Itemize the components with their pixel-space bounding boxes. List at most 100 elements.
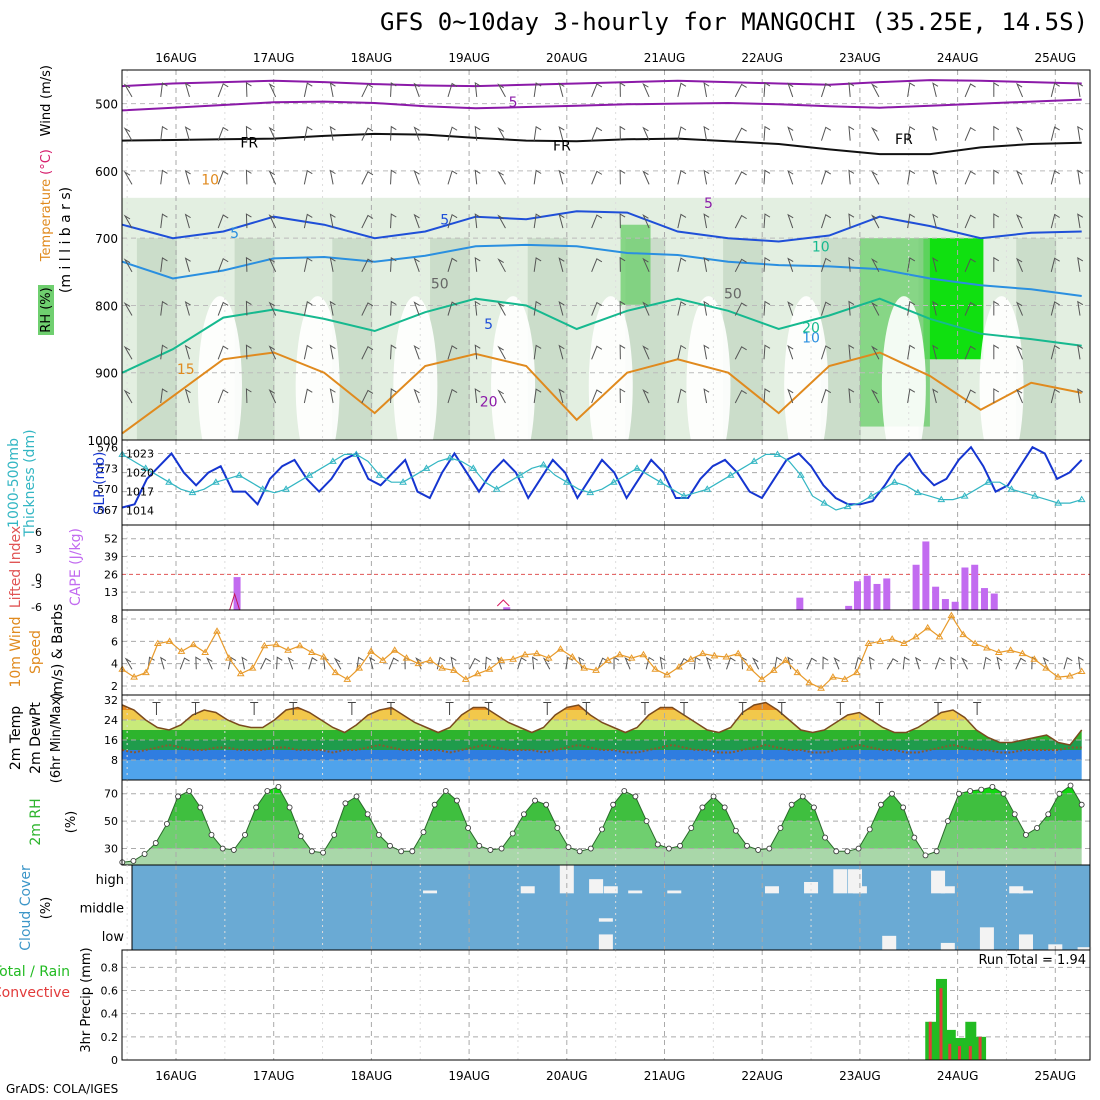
wind-speed-marker xyxy=(260,641,269,649)
wind-barb xyxy=(159,656,167,670)
page-title: GFS 0~10day 3-hourly for MANGOCHI (35.25… xyxy=(380,8,1089,36)
wind-barb xyxy=(645,656,655,670)
wind-barb xyxy=(413,344,420,360)
wind-barb xyxy=(848,344,855,360)
cloud-fraction-bar xyxy=(940,886,955,894)
wind-barb xyxy=(124,657,133,670)
wind-barb xyxy=(848,256,855,272)
wind-barb xyxy=(333,657,342,670)
wind-barb xyxy=(763,82,771,97)
lifted-index-tick: 6 xyxy=(35,526,42,539)
wind-barb xyxy=(474,82,481,97)
wind-barb xyxy=(820,82,832,98)
cloud-level-label: high xyxy=(96,873,124,888)
wind-barb xyxy=(497,214,506,229)
precip-tick: 0.8 xyxy=(101,961,119,974)
date-label-bottom: 25AUG xyxy=(1035,1069,1077,1083)
wind-barb xyxy=(907,82,916,97)
rh-marker xyxy=(710,793,717,800)
wind-speed-marker xyxy=(615,650,624,658)
wind-barb xyxy=(703,213,710,229)
wind-speed-marker xyxy=(509,655,518,662)
wind-barb xyxy=(591,126,603,141)
wind-barb xyxy=(268,345,277,360)
wind-barb xyxy=(1016,82,1024,98)
wind-barb xyxy=(1050,388,1060,404)
rh-marker xyxy=(364,811,371,818)
dewpoint-axis-label: 2m DewPt xyxy=(28,702,44,774)
rh-marker xyxy=(532,797,538,804)
rh-marker xyxy=(175,793,181,800)
wind-barb xyxy=(558,300,565,316)
wind-speed-marker xyxy=(296,641,304,649)
wind-barb xyxy=(907,257,916,272)
rh-marker xyxy=(666,845,672,852)
wind-unit-label: (m/s) & Barbs xyxy=(50,604,66,701)
rh-marker xyxy=(297,833,304,840)
wind-barb xyxy=(763,388,771,404)
wind-barb xyxy=(268,126,277,141)
temperature-contour xyxy=(121,297,1082,374)
wind-speed-marker xyxy=(876,637,885,644)
wind-speed-marker xyxy=(544,654,553,661)
wind-barb xyxy=(184,344,191,360)
cape-bar xyxy=(961,567,969,610)
thickness-marker xyxy=(305,471,314,478)
wind-barb xyxy=(751,657,760,670)
cape-bar xyxy=(932,586,940,610)
wind-barb xyxy=(907,169,916,185)
wind-barb xyxy=(497,127,506,141)
wind-barb xyxy=(160,169,168,185)
temp-minmax-whisker xyxy=(738,702,747,715)
wind-barb xyxy=(983,656,992,670)
date-label-top: 18AUG xyxy=(351,51,393,65)
wind-speed-line xyxy=(121,614,1082,690)
rh-marker xyxy=(956,790,962,797)
rh-marker xyxy=(833,848,840,855)
date-label-bottom: 19AUG xyxy=(448,1069,490,1083)
wind-speed-marker xyxy=(497,656,506,663)
wind-barb xyxy=(932,388,939,404)
wind-barb xyxy=(833,656,840,670)
thickness-marker xyxy=(609,478,618,485)
wind-barb xyxy=(1077,344,1084,360)
date-label-top: 20AUG xyxy=(546,51,588,65)
wind-speed-marker xyxy=(769,666,778,673)
wind-barb xyxy=(1016,213,1024,229)
wind-barb xyxy=(413,170,420,185)
lifted-index-tick: 0 xyxy=(35,571,42,584)
cloud-fraction-bar xyxy=(1018,934,1033,950)
wind-barb xyxy=(329,257,336,272)
wind-speed-marker xyxy=(627,654,636,661)
wind-speed-marker xyxy=(734,649,743,657)
rh-marker xyxy=(197,804,204,811)
wind-speed-marker xyxy=(165,637,174,644)
wind-barb xyxy=(123,214,133,229)
wind-barb xyxy=(677,213,687,229)
rh-marker xyxy=(755,847,762,853)
wind-barb xyxy=(703,125,710,141)
rh-marker xyxy=(799,793,806,800)
wind-barb xyxy=(447,301,458,316)
wind-barb xyxy=(820,214,832,229)
wind-barb xyxy=(390,388,397,404)
wind-barb xyxy=(245,213,252,229)
wind-speed-marker xyxy=(521,650,529,658)
precip-frame xyxy=(121,949,1091,1061)
temp-minmax-whisker xyxy=(680,702,689,715)
rh-marker xyxy=(476,842,483,849)
wind-speed-marker xyxy=(604,656,612,663)
wind-barb xyxy=(160,257,168,272)
wind-barb xyxy=(591,83,603,98)
wind-barb xyxy=(558,82,565,98)
rh-marker xyxy=(1056,790,1063,797)
wind-barb xyxy=(533,169,542,185)
wind-barb xyxy=(369,656,376,670)
date-label-top: 23AUG xyxy=(839,51,881,65)
cloud-fraction-bar xyxy=(979,927,994,950)
rh-marker xyxy=(375,831,382,838)
wind-barb xyxy=(558,257,565,272)
wind-barb xyxy=(932,257,939,272)
thickness-unit-label: Thickness (dm) xyxy=(22,429,38,537)
temperature-band xyxy=(122,730,1082,740)
